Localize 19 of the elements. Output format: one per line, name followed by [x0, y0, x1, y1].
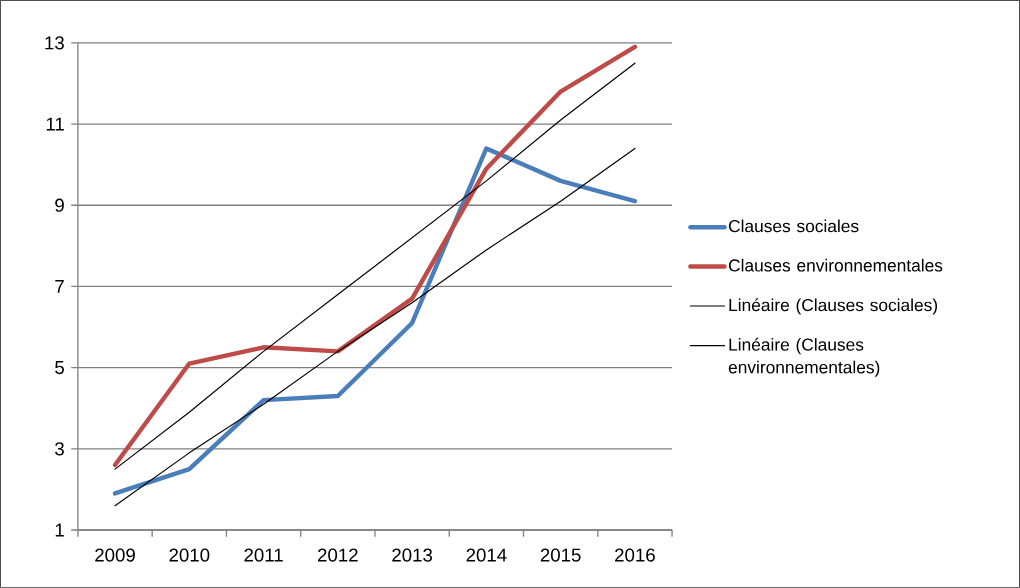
y-tick-label: 11 — [46, 117, 64, 131]
x-tick-label: 2016 — [615, 548, 655, 562]
legend-label: Linéaire (Clauses environnementales) — [728, 337, 880, 377]
legend-label: Clauses environnementales — [728, 258, 943, 272]
x-tick-label: 2011 — [244, 548, 283, 562]
x-tick-label: 2009 — [95, 548, 135, 562]
x-tick-label: 2010 — [169, 548, 210, 562]
x-tick-label: 2013 — [392, 548, 433, 562]
x-tick-label: 2014 — [466, 548, 507, 562]
legend-label: Clauses sociales — [728, 219, 859, 233]
y-tick-label: 7 — [55, 280, 64, 293]
y-tick-label: 3 — [55, 442, 64, 456]
y-tick-label: 9 — [55, 198, 64, 212]
x-tick-label: 2015 — [540, 548, 581, 562]
y-tick-label: 13 — [45, 36, 64, 50]
x-tick-label: 2012 — [318, 548, 358, 562]
y-tick-label: 5 — [55, 361, 64, 375]
y-tick-label: 1 — [55, 523, 64, 537]
legend-label: Linéaire (Clauses sociales) — [729, 298, 938, 315]
